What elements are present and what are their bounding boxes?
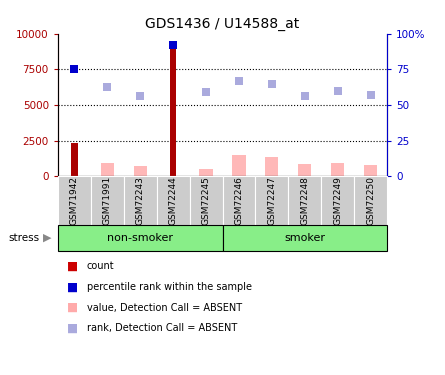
Text: ▶: ▶ [42,233,51,243]
Bar [265,157,279,176]
Text: non-smoker: non-smoker [107,233,173,243]
Text: GSM72247: GSM72247 [267,176,276,225]
Text: ■: ■ [67,280,78,293]
Text: GSM72246: GSM72246 [235,176,243,225]
Text: count: count [87,261,114,271]
Text: GSM71991: GSM71991 [103,176,112,225]
Text: GSM72250: GSM72250 [366,176,375,225]
Text: ■: ■ [67,322,78,334]
Bar [298,164,312,176]
Text: GSM72243: GSM72243 [136,176,145,225]
Text: GSM72248: GSM72248 [300,176,309,225]
Bar [71,144,77,176]
Text: GSM72244: GSM72244 [169,176,178,225]
Text: ■: ■ [67,301,78,314]
Text: GSM71942: GSM71942 [70,176,79,225]
Bar [364,165,377,176]
Bar [232,155,246,176]
Text: value, Detection Call = ABSENT: value, Detection Call = ABSENT [87,303,242,312]
Bar [101,163,114,176]
Text: GSM72249: GSM72249 [333,176,342,225]
Text: GSM72245: GSM72245 [202,176,210,225]
Bar [331,163,344,176]
Text: rank, Detection Call = ABSENT: rank, Detection Call = ABSENT [87,323,237,333]
Text: smoker: smoker [284,233,325,243]
Text: stress: stress [9,233,40,243]
Text: ■: ■ [67,260,78,273]
Bar [170,48,176,176]
Bar [134,166,147,176]
Text: percentile rank within the sample: percentile rank within the sample [87,282,252,292]
Title: GDS1436 / U14588_at: GDS1436 / U14588_at [146,17,299,32]
Bar [199,169,213,176]
